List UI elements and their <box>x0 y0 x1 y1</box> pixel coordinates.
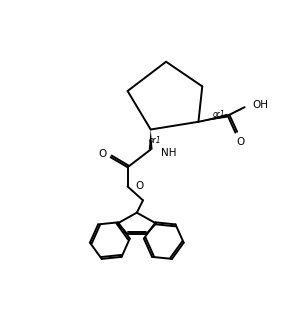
Text: O: O <box>236 137 245 147</box>
Text: NH: NH <box>162 147 177 157</box>
Polygon shape <box>149 129 153 149</box>
Text: or1: or1 <box>212 109 225 118</box>
Text: O: O <box>98 149 107 159</box>
Text: or1: or1 <box>149 136 162 145</box>
Polygon shape <box>198 114 228 122</box>
Text: O: O <box>135 182 143 192</box>
Text: OH: OH <box>252 100 268 110</box>
